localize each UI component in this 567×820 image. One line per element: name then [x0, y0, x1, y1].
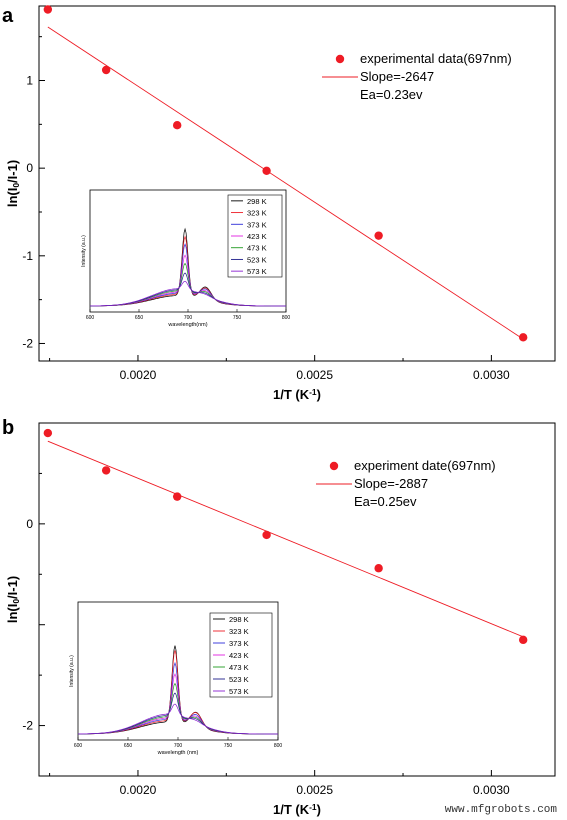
inset-spectrum-line	[77, 703, 279, 735]
plot-frame	[38, 5, 556, 362]
inset-legend-label: 298 K	[229, 615, 249, 624]
data-point	[374, 564, 383, 573]
inset-legend-label: 373 K	[229, 639, 249, 648]
inset-legend-label: 298 K	[247, 197, 267, 206]
data-point	[172, 492, 182, 501]
x-axis-title: 1/T (K-1)	[273, 802, 321, 817]
inset-x-tick-label: 650	[135, 315, 144, 321]
inset-legend-label: 323 K	[247, 209, 267, 218]
inset-x-tick-label: 600	[74, 743, 83, 749]
inset-legend-label: 473 K	[229, 663, 249, 672]
legend-label-ea: Ea=0.23ev	[360, 87, 423, 102]
data-point	[262, 530, 271, 540]
inset-legend-label: 523 K	[247, 255, 267, 264]
y-axis-title: ln(I0/I-1)	[5, 576, 21, 623]
data-point	[101, 65, 111, 75]
y-tick-label: -1	[22, 249, 33, 263]
x-tick-label: 0.0025	[296, 368, 333, 382]
y-tick-label: 1	[26, 74, 33, 88]
inset-x-tick-label: 750	[233, 315, 242, 321]
inset-legend-label: 573 K	[247, 267, 267, 276]
data-point	[43, 428, 53, 438]
inset-legend: 298 K 323 K 373 K 423 K 473 K 523 K 573 K	[227, 194, 283, 278]
y-tick-label: -2	[22, 336, 33, 350]
data-point	[172, 121, 182, 130]
y-tick-label: 0	[26, 517, 33, 531]
inset-legend-label: 323 K	[229, 627, 249, 636]
inset-legend-label: 573 K	[229, 687, 249, 696]
data-point	[374, 231, 383, 240]
data-point	[262, 166, 271, 175]
inset-legend-label: 473 K	[247, 244, 267, 253]
panel-a: a 0.0020 0.0025 0.0030 1 0 -1 -2 1/T (K-1) ln(I0/…	[2, 5, 556, 402]
plot-frame	[38, 422, 556, 777]
inset-x-axis-title: wavelength(nm)	[167, 322, 207, 328]
panel-letter: b	[2, 417, 14, 439]
legend-label-points: experiment date(697nm)	[354, 458, 496, 473]
legend-label-ea: Ea=0.25ev	[354, 494, 417, 509]
inset-y-axis-title: Intensity (a.u.)	[69, 655, 75, 687]
data-point	[518, 635, 528, 645]
inset-legend-label: 423 K	[247, 232, 267, 241]
inset: 600 650 700 750 800 wavelength (nm) Intensity …	[69, 601, 283, 756]
inset-x-tick-label: 800	[282, 315, 291, 321]
fit-line	[47, 26, 524, 340]
watermark: www.mfgrobots.com	[444, 804, 557, 816]
panel-letter: a	[2, 5, 14, 27]
x-tick-label: 0.0025	[296, 783, 333, 797]
x-axis-title: 1/T (K-1)	[273, 387, 321, 402]
x-tick-label: 0.0030	[473, 783, 510, 797]
panel-b: b 0.0020 0.0025 0.0030 0 -2 1/T (K-1) ln(I0/I-1…	[2, 417, 556, 817]
inset-legend-label: 373 K	[247, 220, 267, 229]
inset-x-tick-label: 600	[86, 315, 95, 321]
y-axis-title: ln(I0/I-1)	[5, 160, 21, 207]
data-point	[518, 333, 528, 342]
inset-legend-box	[227, 194, 283, 278]
data-point	[43, 5, 53, 14]
inset-y-axis-title: Intensity (a.u.)	[81, 235, 87, 267]
inset-x-tick-label: 700	[174, 743, 183, 749]
legend-marker-points	[335, 54, 345, 64]
legend-label-fit: Slope=-2647	[360, 69, 434, 84]
inset-legend: 298 K 323 K 373 K 423 K 473 K 523 K 573 K	[209, 612, 273, 698]
x-tick-label: 0.0020	[120, 368, 157, 382]
fit-line	[47, 440, 524, 638]
inset-x-tick-label: 700	[184, 315, 193, 321]
inset-x-tick-label: 750	[224, 743, 233, 749]
inset: 600 650 700 750 800 wavelength(nm) Intensity (…	[81, 189, 291, 328]
legend-label-fit: Slope=-2887	[354, 476, 428, 491]
inset-legend-label: 523 K	[229, 675, 249, 684]
inset-legend-label: 423 K	[229, 651, 249, 660]
inset-spectrum-line	[89, 280, 286, 307]
data-point	[101, 466, 111, 475]
x-tick-label: 0.0030	[473, 368, 510, 382]
inset-x-tick-label: 800	[274, 743, 283, 749]
inset-x-tick-label: 650	[124, 743, 133, 749]
legend-marker-points	[329, 461, 339, 471]
legend: experiment date(697nm) Slope=-2887 Ea=0.25…	[316, 458, 496, 509]
inset-x-axis-title: wavelength (nm)	[157, 750, 199, 756]
legend: experimental data(697nm) Slope=-2647 Ea=0.…	[322, 51, 512, 102]
legend-label-points: experimental data(697nm)	[360, 51, 512, 66]
y-tick-label: 0	[26, 161, 33, 175]
y-tick-label: -2	[22, 719, 33, 733]
x-tick-label: 0.0020	[120, 783, 157, 797]
